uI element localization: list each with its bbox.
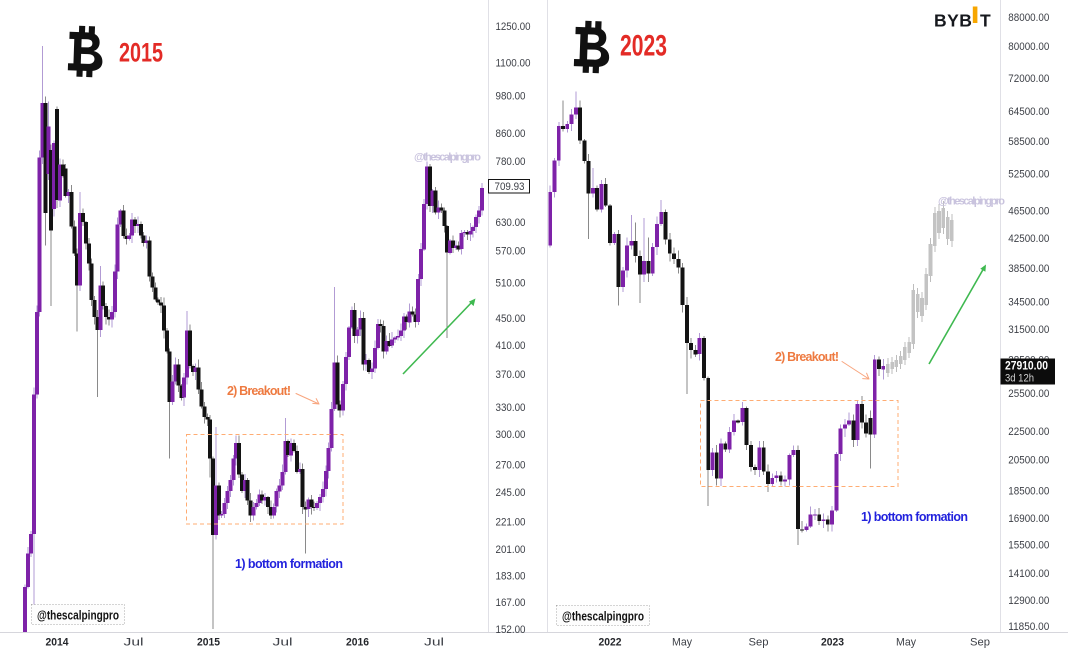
svg-text:20500.00: 20500.00 — [1008, 454, 1049, 466]
svg-text:15500.00: 15500.00 — [1008, 539, 1049, 551]
svg-text:1250.00: 1250.00 — [496, 21, 531, 33]
svg-text:34500.00: 34500.00 — [1008, 296, 1049, 308]
svg-text:Sep: Sep — [970, 637, 990, 649]
svg-text:64500.00: 64500.00 — [1008, 106, 1049, 118]
svg-text:46500.00: 46500.00 — [1008, 206, 1049, 218]
svg-text:2022: 2022 — [599, 637, 622, 649]
svg-text:1100.00: 1100.00 — [496, 57, 531, 69]
svg-text:570.00: 570.00 — [496, 246, 526, 258]
svg-text:Sep: Sep — [749, 637, 769, 649]
svg-text:221.00: 221.00 — [496, 517, 526, 529]
svg-text:980.00: 980.00 — [496, 90, 526, 102]
svg-text:450.00: 450.00 — [496, 313, 526, 325]
svg-text:Jul: Jul — [124, 637, 144, 649]
svg-text:22500.00: 22500.00 — [1008, 426, 1049, 438]
svg-text:300.00: 300.00 — [496, 429, 526, 441]
svg-text:11850.00: 11850.00 — [1008, 621, 1049, 633]
svg-text:1) bottom formation: 1) bottom formation — [861, 510, 968, 524]
svg-text:201.00: 201.00 — [496, 544, 526, 556]
svg-text:25500.00: 25500.00 — [1008, 388, 1049, 400]
svg-text:860.00: 860.00 — [496, 128, 526, 140]
svg-text:Jul: Jul — [424, 637, 444, 649]
svg-text:Jul: Jul — [273, 637, 293, 649]
svg-text:330.00: 330.00 — [496, 402, 526, 414]
svg-text:@thescalpingpro: @thescalpingpro — [938, 196, 1005, 208]
svg-text:52500.00: 52500.00 — [1008, 169, 1049, 181]
svg-text:BYB: BYB — [934, 11, 972, 31]
svg-text:2) Breakout!: 2) Breakout! — [227, 384, 291, 398]
svg-text:@thescalpingpro: @thescalpingpro — [37, 608, 119, 623]
svg-text:3d 12h: 3d 12h — [1005, 373, 1034, 385]
svg-text:183.00: 183.00 — [496, 571, 526, 583]
svg-text:709.93: 709.93 — [495, 181, 525, 193]
svg-text:88000.00: 88000.00 — [1008, 12, 1049, 24]
svg-text:14100.00: 14100.00 — [1008, 568, 1049, 580]
svg-text:2015: 2015 — [119, 38, 163, 68]
svg-text:May: May — [672, 637, 692, 649]
svg-text:370.00: 370.00 — [496, 369, 526, 381]
svg-text:27910.00: 27910.00 — [1005, 361, 1048, 373]
svg-text:410.00: 410.00 — [496, 340, 526, 352]
svg-text:167.00: 167.00 — [496, 597, 526, 609]
svg-text:2023: 2023 — [821, 637, 844, 649]
svg-text:16900.00: 16900.00 — [1008, 513, 1049, 525]
svg-text:@thescalpingpro: @thescalpingpro — [414, 152, 481, 164]
svg-text:31500.00: 31500.00 — [1008, 324, 1049, 336]
svg-text:42500.00: 42500.00 — [1008, 233, 1049, 245]
svg-text:2016: 2016 — [346, 637, 369, 649]
svg-text:2015: 2015 — [197, 637, 220, 649]
svg-text:2014: 2014 — [46, 637, 70, 649]
svg-text:T: T — [980, 11, 991, 31]
svg-text:245.00: 245.00 — [496, 487, 526, 499]
svg-text:2) Breakout!: 2) Breakout! — [775, 350, 839, 364]
svg-text:152.00: 152.00 — [496, 624, 526, 636]
svg-text:58500.00: 58500.00 — [1008, 136, 1049, 148]
svg-text:72000.00: 72000.00 — [1008, 73, 1049, 85]
svg-text:630.00: 630.00 — [496, 217, 526, 229]
svg-text:38500.00: 38500.00 — [1008, 263, 1049, 275]
svg-text:12900.00: 12900.00 — [1008, 595, 1049, 607]
svg-text:1) bottom formation: 1) bottom formation — [235, 557, 343, 571]
svg-text:80000.00: 80000.00 — [1008, 41, 1049, 53]
svg-text:@thescalpingpro: @thescalpingpro — [562, 609, 644, 624]
svg-text:18500.00: 18500.00 — [1008, 486, 1049, 498]
svg-text:270.00: 270.00 — [496, 459, 526, 471]
svg-text:May: May — [896, 637, 916, 649]
svg-text:510.00: 510.00 — [496, 277, 526, 289]
svg-text:2023: 2023 — [620, 30, 667, 63]
svg-text:780.00: 780.00 — [496, 156, 526, 168]
